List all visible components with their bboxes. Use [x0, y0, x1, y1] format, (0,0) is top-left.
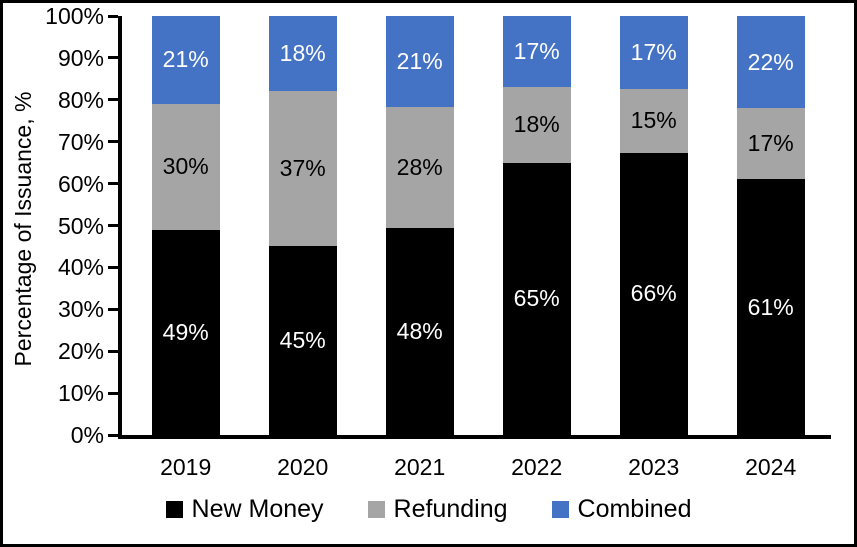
- bar-segment-label: 66%: [630, 280, 677, 307]
- bar-segment-label: 22%: [747, 48, 794, 75]
- legend-swatch-icon: [367, 501, 385, 518]
- y-axis-tick-label: 80%: [57, 86, 104, 113]
- x-axis-category-label: 2023: [628, 454, 680, 480]
- bar-segment-new-money: 48%: [385, 227, 454, 435]
- y-axis-tick-label: 30%: [57, 296, 104, 323]
- bar-segment-label: 61%: [747, 293, 794, 320]
- bar-segment-new-money: 45%: [268, 246, 337, 435]
- x-axis-category-label: 2020: [277, 454, 329, 480]
- bar-segment-label: 17%: [513, 38, 560, 65]
- bar-segment-refunding: 28%: [385, 106, 454, 228]
- bar-segment-combined: 18%: [268, 16, 337, 92]
- bar-segment-refunding: 15%: [619, 88, 688, 153]
- legend-label: New Money: [191, 495, 324, 523]
- bar-segment-label: 21%: [162, 46, 209, 73]
- y-axis-tick-label: 10%: [57, 380, 104, 407]
- bar-2021: 21% 28% 48%: [385, 16, 454, 435]
- y-axis-tick-label: 20%: [57, 338, 104, 365]
- bar-2024: 22% 17% 61%: [736, 16, 805, 435]
- bar-2023: 17% 15% 66%: [619, 16, 688, 435]
- bar-segment-new-money: 66%: [619, 152, 688, 435]
- bar-segment-new-money: 49%: [151, 229, 220, 435]
- bar-segment-label: 30%: [162, 153, 209, 180]
- y-axis-tick-label: 50%: [57, 212, 104, 239]
- legend: New Money Refunding Combined: [3, 495, 854, 524]
- legend-item-new-money: New Money: [165, 495, 324, 524]
- legend-label: Refunding: [393, 495, 508, 523]
- legend-swatch-icon: [165, 501, 183, 518]
- bar-segment-new-money: 65%: [502, 162, 571, 435]
- bar-segment-refunding: 30%: [151, 103, 220, 230]
- y-axis-tick: [108, 391, 118, 395]
- bar-segment-combined: 17%: [619, 16, 688, 89]
- y-axis-tick: [108, 349, 118, 353]
- bar-segment-label: 65%: [513, 285, 560, 312]
- y-axis-tick-label: 100%: [45, 3, 104, 29]
- bar-segment-label: 17%: [747, 130, 794, 157]
- y-axis-tick: [108, 307, 118, 311]
- bar-segment-refunding: 17%: [736, 108, 805, 180]
- y-axis-tick: [108, 265, 118, 269]
- legend-item-refunding: Refunding: [367, 495, 508, 524]
- x-axis-category-label: 2021: [394, 454, 446, 480]
- bar-segment-combined: 21%: [385, 16, 454, 107]
- y-axis-tick: [108, 224, 118, 227]
- bar-segment-label: 18%: [279, 40, 326, 67]
- bar-segment-label: 45%: [279, 327, 326, 354]
- bar-segment-label: 15%: [630, 107, 677, 134]
- y-axis-tick-label: 90%: [57, 44, 104, 71]
- bar-segment-label: 28%: [396, 153, 443, 180]
- legend-swatch-icon: [551, 501, 569, 518]
- bar-segment-new-money: 61%: [736, 179, 805, 435]
- legend-item-combined: Combined: [551, 495, 692, 524]
- bar-2022: 17% 18% 65%: [502, 16, 571, 435]
- y-axis-tick-label: 40%: [57, 254, 104, 281]
- x-axis-category-label: 2022: [511, 454, 563, 480]
- bar-2020: 18% 37% 45%: [268, 16, 337, 435]
- y-axis-tick: [108, 182, 118, 186]
- y-axis-tick-label: 70%: [57, 128, 104, 155]
- bar-segment-label: 21%: [396, 47, 443, 74]
- bar-segment-combined: 21%: [151, 16, 220, 104]
- y-axis-tick: [108, 14, 118, 18]
- x-axis-category-label: 2024: [745, 454, 797, 480]
- bar-segment-label: 49%: [162, 318, 209, 345]
- y-axis-tick: [108, 98, 118, 102]
- y-axis-tick: [108, 433, 118, 437]
- bar-segment-label: 18%: [513, 111, 560, 138]
- y-axis-tick: [108, 140, 118, 144]
- bar-segment-refunding: 37%: [268, 91, 337, 247]
- bar-segment-label: 37%: [279, 155, 326, 182]
- bar-2019: 21% 30% 49%: [151, 16, 220, 435]
- legend-label: Combined: [577, 495, 692, 523]
- y-axis-line: [118, 16, 122, 439]
- x-axis-category-label: 2019: [160, 454, 212, 480]
- bar-segment-combined: 17%: [502, 16, 571, 88]
- bar-segment-label: 48%: [396, 317, 443, 344]
- bar-segment-label: 17%: [630, 38, 677, 65]
- bar-segment-combined: 22%: [736, 16, 805, 109]
- bar-segment-refunding: 18%: [502, 87, 571, 163]
- y-axis-tick: [108, 56, 118, 60]
- x-axis-line: [118, 435, 831, 439]
- y-axis-tick-label: 0%: [70, 422, 104, 448]
- y-axis-tick-label: 60%: [57, 170, 104, 197]
